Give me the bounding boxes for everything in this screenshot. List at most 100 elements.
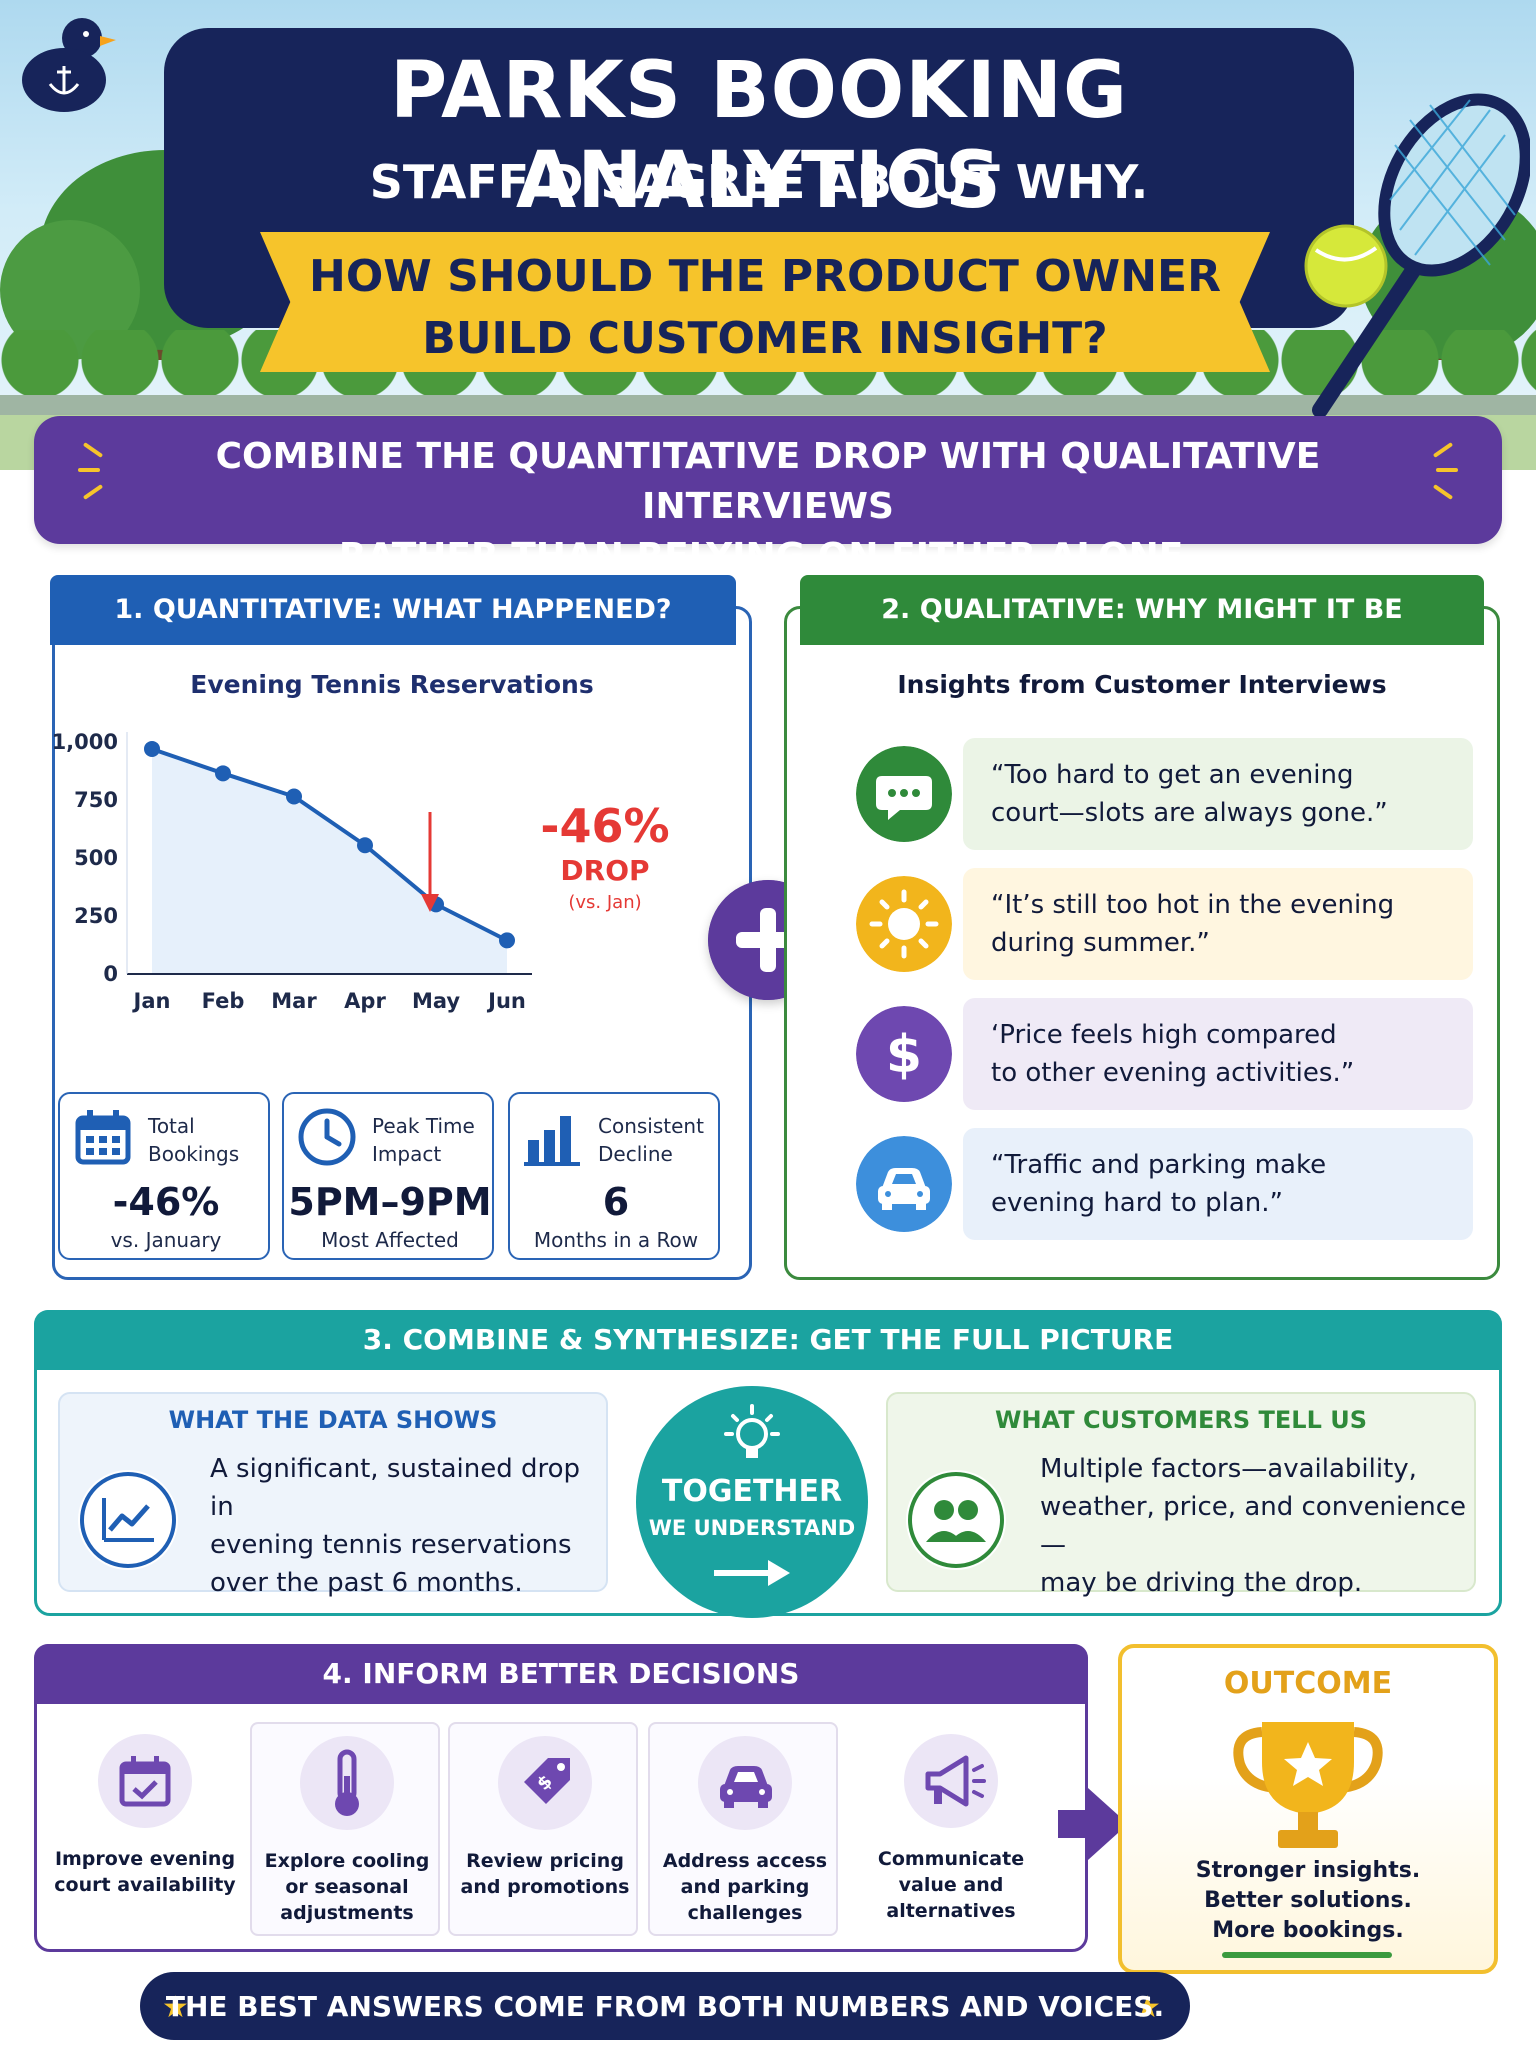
x-tick-label: Jun (486, 989, 526, 1013)
customers-tell-card: WHAT CUSTOMERS TELL US Multiple factors—… (886, 1392, 1476, 1598)
data-shows-title: WHAT THE DATA SHOWS (168, 1406, 498, 1434)
x-tick-label: Jan (132, 989, 171, 1013)
dollar-icon: $ (856, 1006, 952, 1102)
chat-bubble-icon (856, 746, 952, 842)
decision-label-line: alternatives (886, 1900, 1016, 1922)
quote-line: to other evening activities.” (991, 1058, 1355, 1088)
y-tick-label: 500 (74, 846, 118, 870)
stat-label-line: Decline (598, 1142, 673, 1166)
stat-sub: Most Affected (321, 1228, 459, 1252)
decision-label-line: Communicate (877, 1848, 1025, 1870)
outcome-underline (1222, 1952, 1392, 1958)
interview-quote-text: ‘Price feels high compared to other eveni… (991, 1016, 1461, 1092)
stat-value: -46% (112, 1180, 220, 1224)
decision-label-line: Address access (662, 1850, 828, 1872)
stat-label: Peak Time Impact (372, 1112, 496, 1168)
x-tick-label: Mar (271, 989, 317, 1013)
quote-line: court—slots are always gone.” (991, 798, 1388, 828)
data-shows-text: A significant, sustained drop in evening… (210, 1450, 606, 1602)
data-shows-line: A significant, sustained drop in (210, 1454, 581, 1522)
star-icon: ★ (162, 1990, 189, 2025)
tennis-racket-icon (1304, 93, 1530, 418)
stat-label: Consistent Decline (598, 1112, 722, 1168)
stat-label: Total Bookings (148, 1112, 272, 1168)
stat-label-line: Bookings (148, 1142, 240, 1166)
quote-line: “Traffic and parking make (991, 1150, 1327, 1180)
calendar-icon (75, 1110, 131, 1165)
quote-line: during summer.” (991, 928, 1210, 958)
stat-label-line: Total (148, 1114, 195, 1138)
outcome-line: Stronger insights. (1195, 1858, 1421, 1883)
decision-label-line: adjustments (280, 1902, 414, 1924)
decision-item: Address access and parking challenges (648, 1722, 838, 1936)
data-shows-line: over the past 6 months. (210, 1568, 523, 1598)
data-point-feb (215, 765, 231, 782)
page-title: PARKS BOOKING ANALYTICS (389, 46, 1129, 226)
decision-label: Review pricing and promotions (450, 1848, 640, 1900)
decision-item: Communicate value and alternatives (856, 1722, 1046, 1936)
question-line-2: BUILD CUSTOMER INSIGHT? (422, 313, 1108, 364)
chart-title: Evening Tennis Reservations (190, 670, 594, 699)
decision-label: Improve evening court availability (50, 1846, 240, 1898)
stat-card: Peak Time Impact 5PM–9PM Most Affected (282, 1092, 494, 1260)
arrow-right-icon (714, 1560, 790, 1586)
interview-quote-text: “It’s still too hot in the evening during… (991, 886, 1461, 962)
stat-sub: vs. January (110, 1228, 222, 1252)
quote-line: “Too hard to get an evening (991, 760, 1354, 790)
price-tag-icon: $ (498, 1736, 592, 1830)
sun-icon (856, 876, 952, 972)
decision-label-line: or seasonal (285, 1876, 409, 1898)
interview-quote-text: “Too hard to get an evening court—slots a… (991, 756, 1461, 832)
stat-label-line: Impact (372, 1142, 442, 1166)
drop-label: DROP (560, 854, 649, 887)
decision-label: Communicate value and alternatives (856, 1846, 1046, 1924)
decision-item: $ Review pricing and promotions (448, 1722, 638, 1936)
svg-text:$: $ (886, 1025, 922, 1085)
customers-tell-line: Multiple factors—availability, (1040, 1454, 1417, 1484)
lightbulb-icon (724, 1404, 780, 1458)
quantitative-header: 1. QUANTITATIVE: WHAT HAPPENED? (50, 575, 736, 645)
decision-label-line: value and (898, 1874, 1004, 1896)
data-point-apr (357, 837, 373, 854)
megaphone-icon (904, 1734, 998, 1828)
y-tick-label: 250 (74, 904, 118, 928)
interview-quote-card: “Too hard to get an evening court—slots a… (963, 738, 1473, 850)
stat-value: 6 (602, 1180, 630, 1224)
question-banner (260, 232, 1270, 372)
page-subtitle: STAFF DISAGREE ABOUT WHY. (369, 155, 1149, 209)
decision-label-line: challenges (687, 1902, 803, 1924)
data-shows-line: evening tennis reservations (210, 1530, 572, 1560)
data-shows-card: WHAT THE DATA SHOWS A significant, susta… (58, 1392, 608, 1598)
together-badge (636, 1386, 868, 1618)
x-tick-label: Apr (344, 989, 386, 1013)
interviews-title: Insights from Customer Interviews (897, 670, 1387, 699)
interview-quote-card: ‘Price feels high compared to other eveni… (963, 998, 1473, 1110)
we-understand-label: WE UNDERSTAND (648, 1516, 856, 1540)
data-point-jan (144, 740, 160, 757)
reservations-line-chart: 0 250 500 750 1,000 Jan Feb Mar Apr May Jun -46%D… (52, 730, 670, 1013)
quote-line: “It’s still too hot in the evening (991, 890, 1395, 920)
car-icon (856, 1136, 952, 1232)
customers-tell-line: may be driving the drop. (1040, 1568, 1363, 1598)
drop-note: (vs. Jan) (568, 892, 641, 913)
outcome-line: More bookings. (1212, 1918, 1404, 1943)
quote-line: ‘Price feels high compared (991, 1020, 1337, 1050)
decision-label-line: and parking (680, 1876, 810, 1898)
spark-decoration (1436, 468, 1458, 472)
decision-label-line: Review pricing (466, 1850, 624, 1872)
data-point-mar (286, 788, 302, 805)
decision-label-line: and promotions (460, 1876, 630, 1898)
thermometer-icon (300, 1736, 394, 1830)
recommendation-line-1: COMBINE THE QUANTITATIVE DROP WITH QUALI… (215, 436, 1321, 527)
decision-label-line: Improve evening (54, 1848, 236, 1870)
footer-text: THE BEST ANSWERS COME FROM BOTH NUMBERS … (165, 1990, 1165, 2023)
decision-label: Explore cooling or seasonal adjustments (252, 1848, 442, 1926)
together-label: TOGETHER (661, 1474, 843, 1509)
calendar-check-icon (98, 1734, 192, 1828)
interview-quote-card: “It’s still too hot in the evening during… (963, 868, 1473, 980)
trophy-icon (1233, 1722, 1383, 1848)
recommendation-text: COMBINE THE QUANTITATIVE DROP WITH QUALI… (120, 432, 1416, 582)
arrow-right-icon (1058, 1788, 1128, 1860)
recommendation-line-2: RATHER THAN RELYING ON EITHER ALONE. (338, 536, 1198, 577)
quote-line: evening hard to plan.” (991, 1188, 1283, 1218)
